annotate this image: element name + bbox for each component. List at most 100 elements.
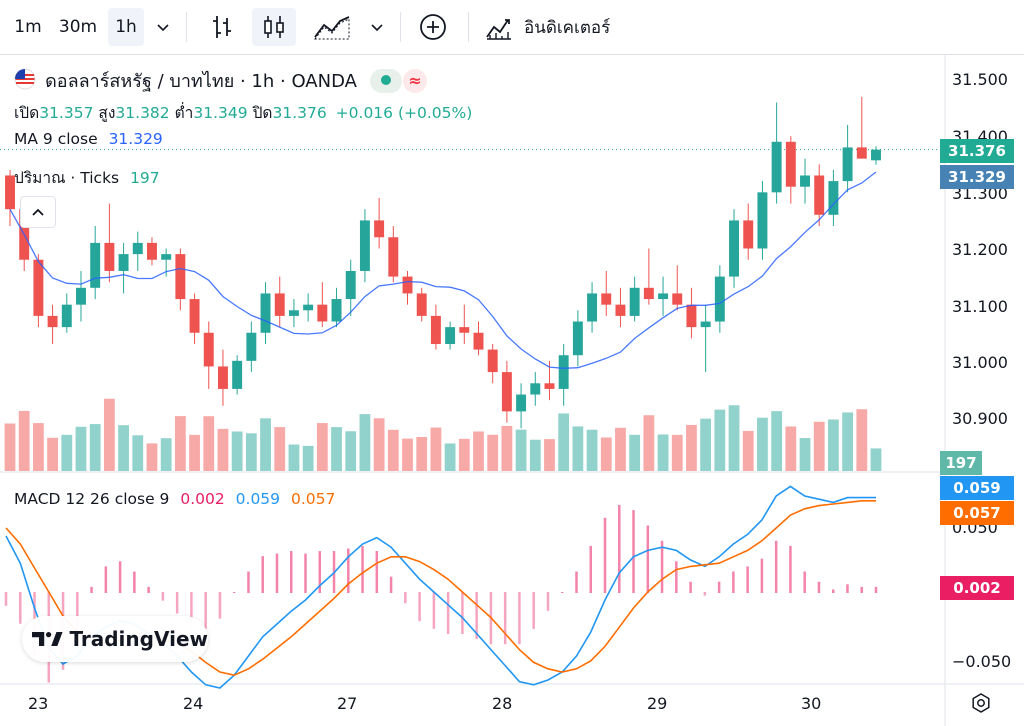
volume-bar: [600, 437, 612, 471]
candle-body: [473, 332, 484, 350]
settings-gear-icon[interactable]: [970, 692, 992, 718]
high-label: สูง: [98, 104, 116, 122]
volume-bar: [771, 411, 783, 471]
chevron-up-icon: [32, 208, 44, 216]
close-label: ปิด: [252, 104, 273, 122]
candle-body: [345, 270, 356, 300]
candle-body: [90, 242, 101, 288]
volume-label: ปริมาณ · Ticks: [14, 169, 120, 187]
compare-add-symbol-icon[interactable]: [414, 8, 452, 46]
volume-bar: [757, 417, 768, 471]
macd-histogram-badge: 0.002: [940, 576, 1014, 600]
candle-body: [700, 321, 711, 328]
candle-body: [175, 254, 186, 300]
volume-bar: [813, 421, 825, 471]
toolbar-divider: [186, 12, 187, 42]
interval-1m-button[interactable]: 1m: [14, 17, 42, 37]
volume-bar: [615, 427, 626, 471]
candle-body: [118, 254, 129, 271]
ma-line: [9, 171, 877, 369]
symbol-title[interactable]: ดอลลาร์สหรัฐ / บาทไทย · 1h · OANDA: [45, 71, 357, 92]
volume-bar: [387, 429, 399, 471]
candle-body: [658, 293, 669, 300]
candle-body: [842, 147, 853, 182]
macd-signal-value: 0.057: [290, 490, 336, 508]
time-axis-label: 23: [28, 694, 49, 713]
volume-bar: [473, 431, 484, 471]
volume-bar: [274, 427, 286, 471]
interval-1h-button[interactable]: 1h: [108, 8, 144, 46]
volume-bar: [856, 409, 868, 471]
tradingview-logo-text: TradingView: [69, 627, 208, 651]
collapse-legend-button[interactable]: [20, 196, 56, 228]
volume-bar: [515, 429, 527, 471]
volume-bar: [189, 434, 200, 471]
candle-body: [359, 220, 370, 271]
interval-dropdown-chevron-icon[interactable]: [148, 8, 178, 46]
candle-body: [5, 175, 15, 210]
volume-bar: [373, 418, 385, 471]
volume-bar: [586, 429, 598, 471]
chart-canvas[interactable]: [0, 54, 1024, 726]
symbol-legend: ดอลลาร์สหรัฐ / บาทไทย · 1h · OANDA ≈: [14, 66, 428, 95]
candle-body: [430, 315, 441, 344]
open-value: 31.357: [39, 104, 94, 122]
us-flag-icon: [14, 68, 36, 94]
price-axis-label: 31.200: [952, 240, 1008, 259]
interval-30m-button[interactable]: 30m: [58, 17, 98, 37]
volume-bar: [217, 428, 229, 471]
volume-legend[interactable]: ปริมาณ · Ticks 197: [14, 165, 160, 190]
macd-legend[interactable]: MACD 12 26 close 9 0.002 0.059 0.057: [14, 490, 335, 508]
ma-legend[interactable]: MA 9 close 31.329: [14, 130, 163, 148]
volume-bar: [402, 438, 413, 471]
candle-body: [47, 315, 58, 328]
ohlc-legend: เปิด31.357 สูง31.382 ต่ำ31.349 ปิด31.376…: [14, 100, 472, 125]
bars-chart-type-icon[interactable]: [204, 8, 240, 46]
candle-body: [459, 327, 470, 333]
macd-signal-badge: 0.057: [940, 501, 1014, 525]
volume-bar: [132, 435, 144, 471]
candle-body: [104, 242, 115, 271]
candle-body: [771, 141, 782, 193]
candle-body: [601, 293, 612, 305]
candle-body: [132, 242, 143, 255]
tradingview-logo[interactable]: TradingView: [22, 616, 208, 662]
volume-bar: [643, 415, 655, 471]
volume-bar: [870, 448, 882, 471]
candle-body: [246, 332, 257, 361]
volume-bar: [828, 419, 839, 471]
volume-bar: [700, 418, 712, 471]
candle-body: [686, 304, 697, 328]
ma-label: MA 9 close: [14, 130, 98, 148]
volume-bar: [629, 434, 641, 471]
volume-bar: [444, 443, 456, 471]
toolbar-divider: [468, 12, 469, 42]
delayed-data-icon[interactable]: ≈: [403, 68, 428, 93]
time-axis-label: 28: [492, 694, 513, 713]
volume-bar: [18, 410, 30, 471]
candles-chart-type-icon[interactable]: [252, 8, 296, 46]
volume-bar: [160, 438, 172, 471]
volume-bar: [458, 438, 470, 471]
low-value: 31.349: [193, 104, 248, 122]
chart-type-dropdown-chevron-icon[interactable]: [362, 8, 392, 46]
candle-body: [501, 372, 512, 412]
candle-body: [800, 175, 810, 187]
price-axis-label: 31.100: [952, 297, 1008, 316]
indicators-button[interactable]: อินดิเคเตอร์: [484, 8, 634, 46]
candle-body: [516, 394, 527, 412]
volume-bar: [245, 433, 257, 471]
candle-body: [714, 276, 725, 322]
market-status-pill[interactable]: [370, 68, 403, 93]
volume-bar: [103, 398, 115, 471]
volume-bar: [657, 434, 669, 471]
candle-body: [643, 287, 654, 300]
candle-body: [729, 220, 740, 277]
volume-bar: [260, 418, 271, 471]
volume-bar: [501, 425, 513, 471]
area-chart-type-icon[interactable]: [310, 8, 354, 46]
ma-value-badge: 31.329: [940, 165, 1014, 189]
candle-body: [402, 276, 413, 294]
candle-body: [331, 299, 342, 322]
macd-label: MACD 12 26 close 9: [14, 490, 170, 508]
